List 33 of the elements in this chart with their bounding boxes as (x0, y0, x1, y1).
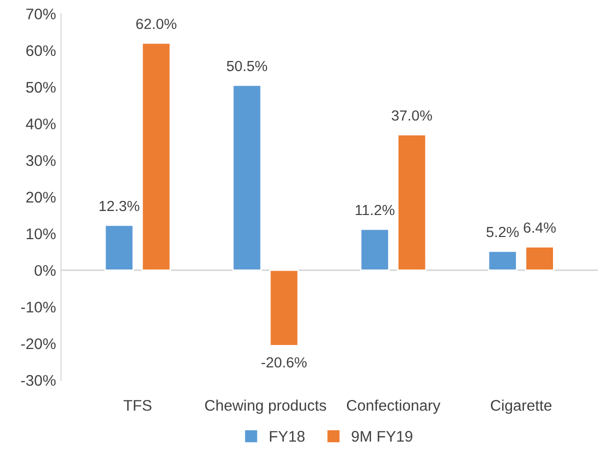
data-label: 5.2% (486, 226, 519, 238)
y-tick-label: 40% (26, 118, 56, 130)
x-tick-label: Cigarette (490, 400, 552, 414)
bar (397, 134, 427, 271)
y-tick-label: -20% (21, 338, 56, 350)
y-tick-label: 70% (26, 8, 56, 20)
y-tick-label: 30% (26, 155, 56, 166)
data-label: 6.4% (524, 222, 556, 233)
data-label: -20.6% (262, 357, 307, 368)
x-tick-label: TFS (124, 400, 152, 411)
y-tick-label: 60% (26, 45, 56, 56)
data-label: 62.0% (136, 18, 176, 30)
bar (524, 246, 554, 271)
bar (104, 224, 134, 271)
x-tick-label: Chewing products (205, 400, 326, 414)
y-tick-label: -30% (21, 375, 56, 386)
y-tick-label: 50% (26, 82, 56, 93)
y-tick-label: 10% (26, 228, 56, 240)
legend-label: FY18 (270, 430, 305, 442)
bar (141, 42, 171, 271)
bar (269, 270, 299, 346)
data-label: 50.5% (226, 60, 268, 72)
x-tick-label: Confectionary (346, 400, 440, 414)
bar (360, 228, 390, 271)
data-label: 12.3% (100, 200, 140, 212)
data-label: 11.2% (356, 204, 394, 216)
y-tick-label: 20% (26, 192, 56, 203)
bar (232, 84, 262, 271)
bar (488, 250, 518, 271)
data-label: 37.0% (392, 110, 432, 121)
legend-label: 9M FY19 (352, 430, 412, 442)
y-tick-label: -10% (21, 302, 56, 313)
y-tick-label: 0% (34, 265, 56, 276)
